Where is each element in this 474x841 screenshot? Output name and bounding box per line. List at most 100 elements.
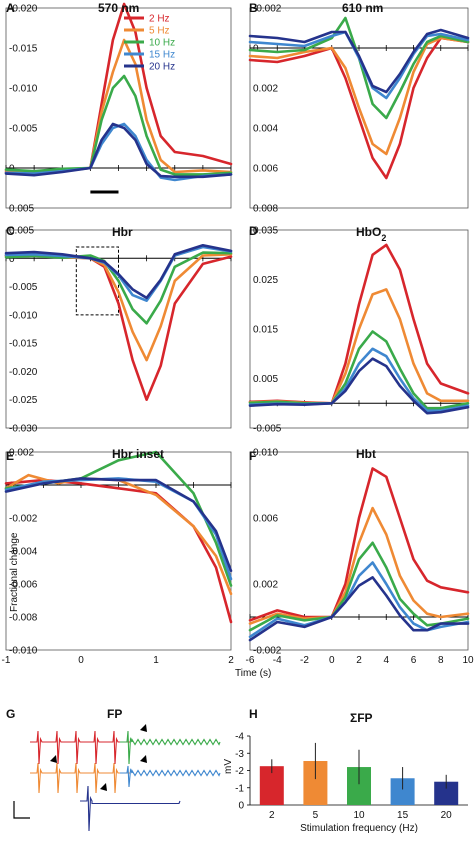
x-axis-label: Stimulation frequency (Hz) (300, 823, 418, 834)
scale-bar (13, 801, 30, 819)
legend-label: 2 Hz (149, 14, 170, 25)
panel-title: 610 nm (342, 1, 383, 15)
series-line-20hz (4, 244, 233, 300)
x-tick-label: -2 (300, 655, 309, 666)
y-tick-label: -0.002 (253, 4, 282, 15)
fp-trace (120, 765, 221, 788)
x-tick-label: -4 (273, 655, 282, 666)
y-tick-label: 0.006 (253, 164, 278, 175)
plot-frame (249, 7, 469, 209)
x-tick-label: -6 (246, 655, 255, 666)
y-tick-label: -0.002 (253, 646, 282, 657)
y-tick-label: 0 (9, 254, 15, 265)
panel-title: Hbr (112, 225, 133, 239)
y-tick-label: -0.005 (253, 424, 282, 435)
series-line-20hz (248, 357, 470, 415)
series-line-20hz (248, 28, 470, 94)
y-tick-label: 0.006 (253, 514, 278, 525)
fp-trace (30, 730, 130, 765)
y-tick-label: -0.010 (9, 84, 38, 95)
series-line-2hz (248, 243, 470, 405)
x-tick-label: 8 (438, 655, 444, 666)
series-line-10hz (248, 16, 470, 120)
y-tick-label: -0.030 (9, 424, 38, 435)
panel-title: 570 nm (98, 1, 139, 15)
y-tick-label: 0.005 (253, 374, 278, 385)
series-line-15hz (4, 477, 233, 581)
x-tick-label: 0 (78, 655, 84, 666)
legend-label: 20 Hz (149, 62, 175, 73)
y-tick-label: 0.005 (9, 204, 34, 215)
fractional-change-label: Fractional change (9, 532, 20, 612)
series-line-5hz (4, 38, 233, 174)
x-tick-label: 10 (462, 655, 474, 666)
panel-letter: B (249, 1, 258, 15)
y-tick-label: 0 (253, 44, 259, 55)
series-line-5hz (248, 506, 470, 625)
fp-trace (80, 785, 181, 832)
x-axis-label: Time (s) (235, 668, 271, 679)
panel-letter: E (6, 449, 14, 463)
y-tick-label: -4 (235, 732, 244, 743)
y-axis-label: mV (223, 759, 234, 774)
y-tick-label: 0.005 (9, 226, 34, 237)
series-line-10hz (4, 251, 233, 325)
series-line-2hz (248, 36, 470, 180)
y-tick-label: 0 (238, 801, 244, 812)
x-tick-label: 10 (353, 810, 365, 821)
x-tick-label: 20 (441, 810, 453, 821)
plot-frame (5, 7, 232, 209)
series-line-20hz (4, 477, 233, 573)
x-tick-label: 6 (411, 655, 417, 666)
y-tick-label: -0.020 (9, 4, 38, 15)
plot-frame (249, 451, 469, 651)
panel-F: 0.010 0.006 0.002 -0.002 F Hbt -6 -4 -2 0 2 4 6 8 10 (246, 447, 474, 666)
panel-letter: A (6, 1, 15, 15)
y-tick-label: -2 (235, 766, 244, 777)
y-tick-label: -0.015 (9, 44, 38, 55)
x-tick-label: -1 (2, 655, 11, 666)
legend-label: 10 Hz (149, 38, 175, 49)
panel-title: HbO2 (356, 225, 386, 243)
panel-title: Hbr inset (112, 447, 164, 461)
y-tick-label: 0.025 (253, 275, 278, 286)
panel-title: FP (107, 707, 122, 721)
series-line-20hz (248, 576, 470, 642)
panel-B: -0.002 0 0.002 0.004 0.006 0.008 B 610 nm (248, 1, 470, 215)
series-line-20hz (4, 122, 233, 179)
y-tick-label: -0.020 (9, 367, 38, 378)
y-tick-label: -0.008 (9, 613, 38, 624)
x-tick-label: 5 (313, 810, 319, 821)
y-tick-label: -0.002 (9, 514, 38, 525)
panel-C: 0.005 0 -0.005 -0.010 -0.015 -0.020 -0.025 -0.0… (4, 224, 233, 435)
y-tick-label: -0.006 (9, 580, 38, 591)
x-tick-label: 4 (383, 655, 389, 666)
x-tick-label: 2 (228, 655, 234, 666)
panel-E: 0.002 0 -0.002 -0.004 -0.006 -0.008 -0.010 E Hbr… (2, 447, 272, 679)
x-tick-label: 2 (356, 655, 362, 666)
bar-20 (434, 781, 459, 805)
panel-D: 0.035 0.025 0.015 0.005 -0.005 D HbO2 (248, 224, 470, 435)
legend-label: 15 Hz (149, 50, 175, 61)
arrowhead-icon (100, 783, 107, 791)
panel-letter: F (249, 449, 256, 463)
y-tick-label: -0.010 (9, 310, 38, 321)
x-tick-label: 15 (397, 810, 409, 821)
y-tick-label: -0.015 (9, 339, 38, 350)
series-line-15hz (248, 30, 470, 100)
legend-label: 5 Hz (149, 26, 170, 37)
plot-frame (5, 229, 232, 429)
x-tick-label: 1 (153, 655, 159, 666)
series-line-10hz (4, 74, 233, 176)
panel-H: H ΣFP 0 -1 -2 -3 -4 mV 2 5 10 15 20 Stimulation frequ… (223, 707, 468, 834)
series-line-2hz (4, 2, 233, 176)
y-tick-label: -0.010 (9, 646, 38, 657)
y-tick-label: -0.004 (9, 547, 38, 558)
y-tick-label: 0.035 (253, 226, 278, 237)
arrowhead-icon (50, 755, 57, 763)
panel-letter: H (249, 707, 258, 721)
panel-letter: D (249, 224, 258, 238)
y-tick-label: -3 (235, 749, 244, 760)
